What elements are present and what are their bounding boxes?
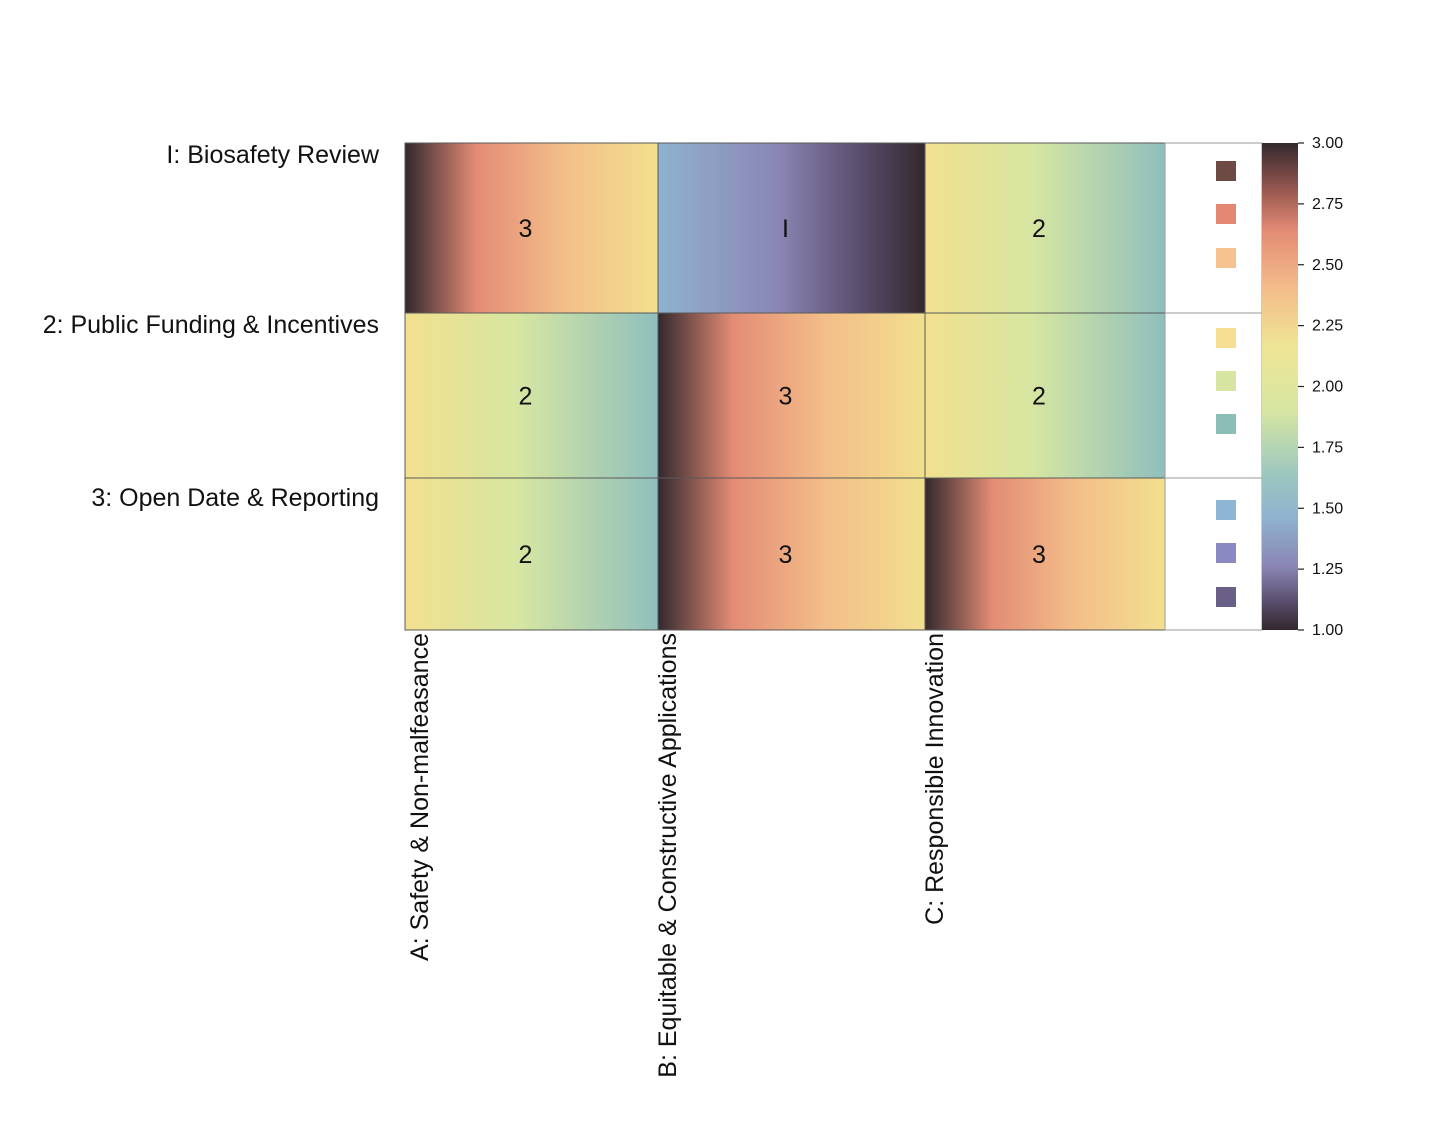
legend-swatch-3-3 [1216, 587, 1236, 607]
column-label-3: C: Responsible Innovation [921, 633, 949, 925]
heatmap-cell-r2-c1 [404, 312, 659, 479]
swatch-legend [1164, 142, 1263, 631]
legend-panel [1164, 142, 1263, 631]
cell-value-r1-c2: I [782, 215, 789, 243]
legend-swatch-2-1 [1216, 328, 1236, 348]
heatmap-cell-r3-c1 [404, 477, 659, 631]
colorbar-tick-label: 2.00 [1312, 379, 1343, 396]
cell-value-r3-c1: 2 [519, 541, 533, 569]
legend-swatch-2-3 [1216, 414, 1236, 434]
row-label-2: 2: Public Funding & Incentives [43, 311, 379, 339]
legend-swatch-1-2 [1216, 204, 1236, 224]
heatmap-cell-r1-c2 [657, 142, 926, 314]
cell-value-r1-c3: 2 [1032, 215, 1046, 243]
heatmap-cell-r1-c1 [404, 142, 659, 314]
row-labels: I: Biosafety Review 2: Public Funding & I… [43, 141, 380, 512]
legend-swatch-2-2 [1216, 371, 1236, 391]
row-label-3: 3: Open Date & Reporting [91, 484, 379, 512]
cell-value-labels: 3 I 2 2 3 2 2 3 3 [519, 215, 1046, 569]
heatmap-cell-r2-c2 [657, 312, 926, 479]
legend-swatch-3-2 [1216, 543, 1236, 563]
colorbar: 3.00 2.75 2.50 2.25 2.00 1.75 1.50 1.25 1.00 [1262, 135, 1343, 639]
heatmap-cell-r3-c2 [657, 477, 926, 631]
colorbar-tick-label: 2.75 [1312, 196, 1343, 213]
heatmap-cell-r3-c3 [924, 477, 1166, 631]
heatmap-cell-r2-c3 [924, 312, 1166, 479]
colorbar-tick-label: 1.50 [1312, 500, 1343, 517]
cell-value-r1-c1: 3 [519, 215, 533, 243]
colorbar-tick-label: 3.00 [1312, 135, 1343, 152]
cell-value-r3-c2: 3 [779, 541, 793, 569]
legend-swatch-1-3 [1216, 248, 1236, 268]
cell-value-r2-c3: 2 [1032, 383, 1046, 411]
heatmap-cell-r1-c3 [924, 142, 1166, 314]
column-label-1: A: Safety & Non-malfeasance [406, 633, 434, 961]
heatmap-cells [404, 142, 1166, 631]
legend-swatch-1-1 [1216, 161, 1236, 181]
colorbar-tick-label: 2.50 [1312, 257, 1343, 274]
cell-value-r2-c1: 2 [519, 383, 533, 411]
colorbar-tick-label: 1.25 [1312, 561, 1343, 578]
column-label-2: B: Equitable & Constructive Applications [654, 633, 682, 1078]
column-labels: A: Safety & Non-malfeasance B: Equitable … [406, 633, 949, 1078]
legend-swatch-3-1 [1216, 500, 1236, 520]
colorbar-tick-label: 1.75 [1312, 439, 1343, 456]
cell-value-r2-c2: 3 [779, 383, 793, 411]
cell-value-r3-c3: 3 [1032, 541, 1046, 569]
colorbar-tick-label: 2.25 [1312, 318, 1343, 335]
row-label-1: I: Biosafety Review [166, 141, 380, 169]
colorbar-tick-label: 1.00 [1312, 622, 1343, 639]
colorbar-gradient [1262, 143, 1298, 630]
